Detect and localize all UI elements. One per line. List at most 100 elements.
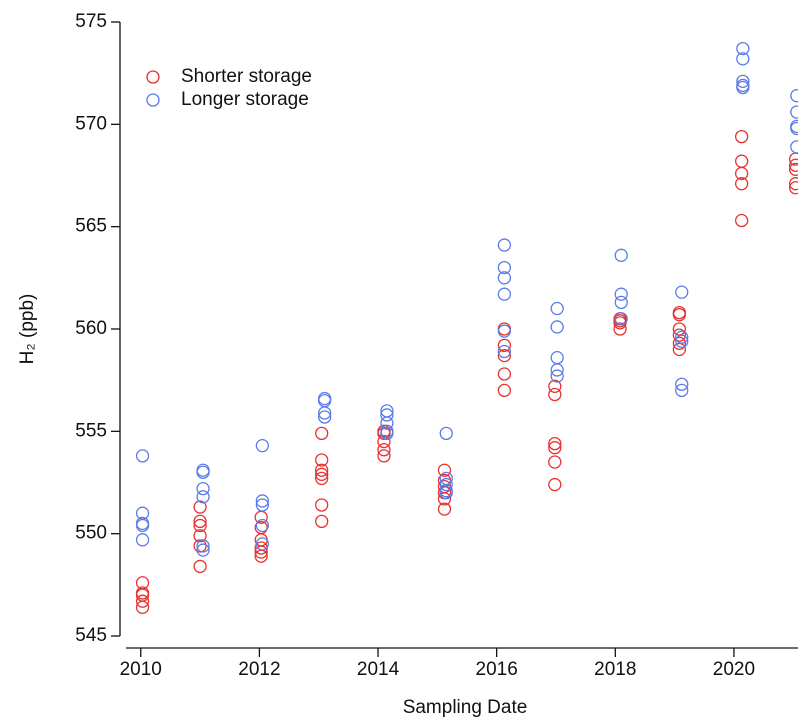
x-tick-label: 2014 [357,659,400,680]
x-tick-label: 2016 [476,659,518,680]
point [672,308,687,322]
point [315,498,329,512]
point [255,494,270,508]
point [548,436,562,451]
point [315,463,329,477]
y-tick-label: 570 [75,113,107,134]
point [317,410,332,424]
point [135,518,150,533]
point [315,471,329,486]
point [675,330,689,344]
point [548,455,562,469]
point [613,322,627,336]
point [497,271,512,285]
point [497,338,512,353]
point [497,324,512,338]
point [672,336,687,350]
point [377,426,391,441]
point [196,539,210,553]
point [550,363,564,377]
point [734,154,749,168]
point [548,441,562,455]
point [437,492,452,506]
point [193,518,207,533]
point [196,481,210,496]
point [497,344,512,359]
point [736,80,750,95]
point [734,166,749,181]
x-tick-label: 2010 [120,659,162,680]
point [380,416,394,430]
point [548,379,562,393]
point [196,490,210,504]
point [315,467,329,481]
point [736,74,750,89]
point [548,477,562,492]
point [196,543,210,557]
point [377,449,391,463]
legend-marker [146,93,160,107]
point [193,529,207,543]
point [254,545,268,559]
point [672,322,687,336]
point [548,387,562,402]
y-tick-label: 565 [75,216,107,237]
point [135,449,150,463]
point [672,342,687,357]
x-axis-label: Sampling Date [403,697,528,718]
point [135,594,150,608]
x-tick-label: 2012 [238,659,280,680]
x-tick-label: 2018 [594,659,636,680]
point [675,334,689,348]
point [135,533,150,547]
legend-marker [146,70,160,84]
point [380,408,394,422]
point [380,426,394,441]
point [550,301,564,316]
point [614,248,628,262]
point [550,320,564,334]
point [315,426,329,441]
y-tick-label: 560 [75,318,107,339]
point [790,89,798,103]
point [317,406,332,420]
point [790,121,798,136]
point [788,177,798,191]
point [734,177,749,191]
point [788,181,798,195]
point [439,426,453,441]
point [193,500,207,514]
point [550,369,564,383]
point [736,52,750,66]
point [497,260,512,275]
point [193,559,207,574]
point [437,502,452,516]
point [672,328,687,342]
y-axis-label: H₂ (ppb) [17,294,38,365]
point [497,367,512,381]
point [193,514,207,529]
point [550,351,564,365]
point [675,377,689,391]
point [734,129,749,144]
point [255,518,270,533]
point [788,162,798,177]
point [790,105,798,119]
point [196,465,210,479]
y-tick-label: 545 [75,625,107,646]
point [497,348,512,363]
point [614,312,628,326]
point [193,539,207,553]
point [734,213,749,228]
point [255,537,270,551]
x-tick-label: 2020 [713,659,755,680]
point [614,287,628,301]
point [377,443,391,457]
point [439,486,453,500]
legend-label: Shorter storage [181,66,312,87]
point [497,383,512,398]
point [497,238,512,252]
legend-label: Longer storage [181,89,309,110]
